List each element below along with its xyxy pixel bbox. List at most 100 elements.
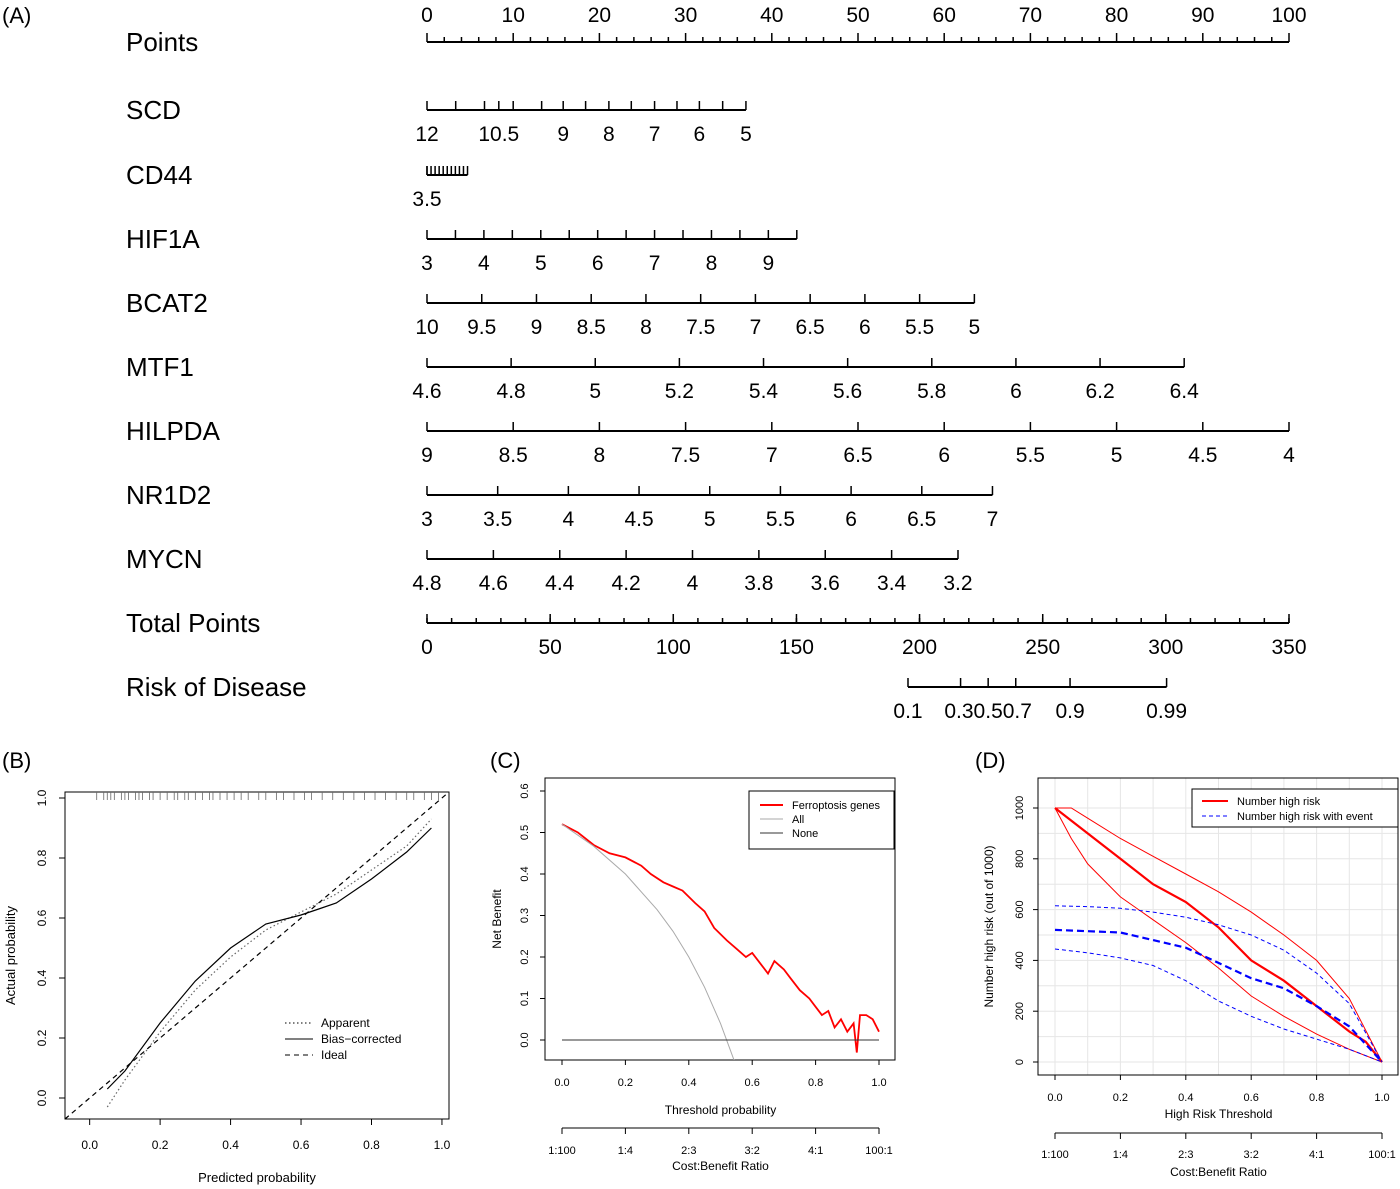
tick-label-bcat2: 10	[415, 316, 438, 339]
tick-label-total-points: 0	[421, 636, 433, 659]
points-tick-label: 90	[1191, 4, 1214, 27]
x-tick-label: 0.4	[681, 1077, 696, 1089]
x-tick-label: 1.0	[871, 1077, 886, 1089]
x-tick-label: 0.2	[152, 1138, 169, 1152]
x-tick-label: 0.2	[618, 1077, 633, 1089]
scale-name-cd44: CD44	[126, 160, 192, 190]
tick-label-hilpda: 7.5	[671, 444, 700, 467]
tick-label-hif1a: 9	[763, 252, 775, 275]
tick-label-mycn: 4.8	[412, 572, 441, 595]
legend-box	[1191, 788, 1399, 828]
panel-label-b: (B)	[2, 748, 31, 773]
tick-label-bcat2: 9	[531, 316, 543, 339]
secondary-tick-label: 1:4	[1113, 1149, 1128, 1161]
tick-label-mycn: 3.2	[943, 572, 972, 595]
y-axis-label: Number high risk (out of 1000)	[982, 845, 996, 1007]
tick-label-hif1a: 4	[478, 252, 490, 275]
x-tick-label: 0.0	[554, 1077, 569, 1089]
tick-label-cd44: 3.5	[412, 188, 441, 211]
legend-label: Bias−corrected	[321, 1032, 401, 1046]
tick-label-hif1a: 7	[649, 252, 661, 275]
secondary-tick-label: 100:1	[1368, 1149, 1396, 1161]
y-tick-label: 0.3	[519, 908, 531, 923]
tick-label-mycn: 3.6	[811, 572, 840, 595]
x-tick-label: 0.4	[222, 1138, 239, 1152]
series-group	[561, 823, 880, 1060]
points-tick-label: 30	[674, 4, 697, 27]
series-ferroptosis-genes	[561, 823, 880, 1053]
y-tick-label: 0.6	[519, 783, 531, 798]
points-tick-label: 10	[502, 4, 525, 27]
scale-name-nr1d2: NR1D2	[126, 480, 211, 510]
tick-label-mtf1: 5.2	[665, 380, 694, 403]
tick-label-total-points: 150	[779, 636, 814, 659]
tick-label-mtf1: 5	[589, 380, 601, 403]
tick-label-mtf1: 6	[1010, 380, 1022, 403]
y-tick-label: 1.0	[35, 789, 49, 806]
series-bias-corrected	[106, 827, 432, 1090]
tick-label-bcat2: 7	[750, 316, 762, 339]
scale-name-bcat2: BCAT2	[126, 288, 208, 318]
x-tick-label: 1.0	[1374, 1092, 1389, 1104]
secondary-tick-label: 4:1	[1309, 1149, 1324, 1161]
clinical-impact-panel: 0.0 0.2 0.4 0.6 0.8 1.0 0 200 400 600 800 1000 High …	[982, 777, 1399, 1179]
tick-label-mycn: 4.6	[479, 572, 508, 595]
tick-label-hilpda: 8	[594, 444, 606, 467]
points-tick-label: 60	[933, 4, 956, 27]
secondary-tick-label: 1:100	[548, 1145, 576, 1157]
y-tick-label: 0.0	[35, 1089, 49, 1106]
series-number-high-risk-with-event	[1054, 928, 1383, 1063]
tick-label-nr1d2: 3	[421, 508, 433, 531]
legend-label: Ferroptosis genes	[792, 800, 881, 812]
x-tick-label: 0.0	[81, 1138, 98, 1152]
series-all	[561, 823, 735, 1060]
y-tick-label: 0.5	[519, 825, 531, 840]
series-band	[1054, 807, 1383, 1063]
tick-label-nr1d2: 6.5	[907, 508, 936, 531]
x-tick-label: 0.0	[1047, 1092, 1062, 1104]
y-tick-label: 0.6	[35, 909, 49, 926]
legend-label: Number high risk	[1237, 796, 1321, 808]
tick-label-nr1d2: 4.5	[624, 508, 653, 531]
tick-label-hilpda: 5	[1111, 444, 1123, 467]
tick-label-hilpda: 9	[421, 444, 433, 467]
tick-label-scd: 6	[694, 123, 706, 146]
tick-label-mycn: 3.8	[744, 572, 773, 595]
tick-label-total-points: 50	[539, 636, 562, 659]
plot-frame	[64, 791, 450, 1120]
y-tick-label: 0.2	[519, 949, 531, 964]
x-tick-label: 0.6	[745, 1077, 760, 1089]
y-tick-label: 600	[1014, 900, 1026, 918]
tick-label-mtf1: 6.4	[1170, 380, 1200, 403]
y-tick-label: 0.4	[35, 969, 49, 986]
secondary-tick-label: 2:3	[681, 1145, 696, 1157]
tick-label-mtf1: 6.2	[1085, 380, 1114, 403]
secondary-axis-label: Cost:Benefit Ratio	[1170, 1165, 1267, 1179]
legend-label: Number high risk with event	[1237, 811, 1373, 823]
secondary-tick-label: 4:1	[808, 1145, 823, 1157]
x-tick-label: 0.8	[363, 1138, 380, 1152]
tick-label-hif1a: 6	[592, 252, 604, 275]
y-tick-label: 0.8	[35, 849, 49, 866]
scale-name-total-points: Total Points	[126, 608, 260, 638]
points-tick-label: 80	[1105, 4, 1128, 27]
tick-label-hilpda: 5.5	[1016, 444, 1045, 467]
y-tick-label: 200	[1014, 1002, 1026, 1020]
legend-label: None	[792, 828, 818, 840]
points-tick-label: 100	[1271, 4, 1306, 27]
panel-label-c: (C)	[490, 748, 521, 773]
legend-label: All	[792, 814, 804, 826]
scale-name-mtf1: MTF1	[126, 352, 194, 382]
tick-label-hif1a: 8	[706, 252, 718, 275]
tick-label-mycn: 3.4	[877, 572, 907, 595]
tick-label-bcat2: 6.5	[796, 316, 825, 339]
tick-label-hilpda: 6	[938, 444, 950, 467]
secondary-tick-label: 2:3	[1178, 1149, 1193, 1161]
tick-label-hif1a: 5	[535, 252, 547, 275]
tick-label-hilpda: 4.5	[1188, 444, 1217, 467]
tick-label-nr1d2: 7	[987, 508, 999, 531]
secondary-tick-label: 3:2	[745, 1145, 760, 1157]
secondary-tick-label: 1:4	[618, 1145, 633, 1157]
tick-label-scd: 9	[557, 123, 569, 146]
